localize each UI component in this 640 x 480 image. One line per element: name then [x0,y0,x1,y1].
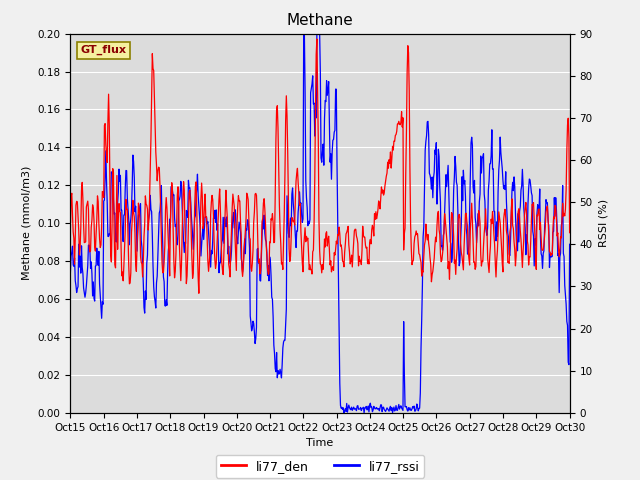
Y-axis label: RSSI (%): RSSI (%) [598,199,608,247]
li77_rssi [127,216,134,222]
Y-axis label: Methane (mmol/m3): Methane (mmol/m3) [22,166,32,280]
li77_rssi [566,241,573,247]
Text: GT_flux: GT_flux [81,45,126,55]
X-axis label: Time: Time [307,438,333,448]
li77_den [195,290,203,296]
li77_den [382,179,390,184]
li77_den [127,270,134,276]
li77_den [313,36,321,42]
li77_den [178,262,186,267]
li77_den [67,227,74,232]
li77_rssi [178,182,186,188]
li77_den [396,122,404,128]
li77_den [205,268,212,274]
li77_rssi [396,404,404,410]
Line: li77_rssi: li77_rssi [70,34,570,413]
li77_den [76,252,83,258]
li77_rssi [300,31,308,36]
Legend: li77_den, li77_rssi: li77_den, li77_rssi [216,455,424,478]
li77_rssi [76,264,83,270]
li77_den [566,230,573,236]
li77_rssi [67,270,74,276]
li77_rssi [382,408,390,414]
li77_rssi [340,410,348,416]
Title: Methane: Methane [287,13,353,28]
Line: li77_den: li77_den [70,39,570,293]
li77_rssi [204,219,212,225]
